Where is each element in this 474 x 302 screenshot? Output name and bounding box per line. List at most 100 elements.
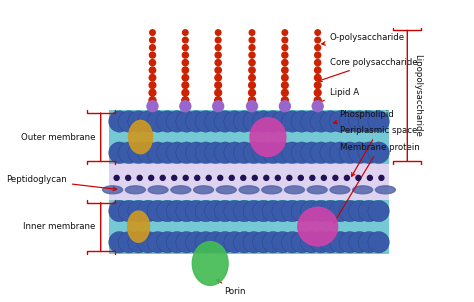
Circle shape [214, 142, 236, 163]
Circle shape [128, 200, 149, 222]
Circle shape [243, 111, 264, 132]
Circle shape [243, 232, 264, 253]
Circle shape [147, 142, 169, 163]
Ellipse shape [353, 186, 373, 194]
Circle shape [234, 200, 255, 222]
Circle shape [358, 142, 380, 163]
Circle shape [249, 59, 255, 66]
Circle shape [282, 67, 288, 73]
Circle shape [224, 200, 246, 222]
Circle shape [150, 30, 155, 35]
Circle shape [349, 142, 370, 163]
Circle shape [249, 82, 255, 88]
Circle shape [349, 232, 370, 253]
Ellipse shape [128, 120, 153, 154]
Text: Periplasmic space: Periplasmic space [339, 126, 417, 176]
Circle shape [249, 37, 255, 43]
Circle shape [367, 175, 373, 180]
Circle shape [182, 52, 188, 58]
Circle shape [312, 101, 323, 112]
Circle shape [176, 232, 197, 253]
Circle shape [182, 82, 189, 88]
Circle shape [315, 30, 320, 35]
Ellipse shape [298, 207, 337, 246]
Text: O-polysaccharide: O-polysaccharide [322, 33, 405, 45]
Circle shape [149, 74, 156, 81]
Circle shape [291, 111, 312, 132]
Circle shape [272, 142, 293, 163]
Circle shape [358, 232, 380, 253]
Circle shape [298, 175, 303, 180]
Circle shape [315, 59, 321, 66]
Circle shape [291, 232, 312, 253]
Circle shape [149, 67, 155, 73]
Ellipse shape [250, 118, 286, 156]
Circle shape [356, 175, 361, 180]
Circle shape [339, 200, 361, 222]
Circle shape [345, 175, 349, 180]
Circle shape [149, 45, 155, 50]
Circle shape [314, 82, 321, 88]
Bar [109, 110, 389, 164]
Circle shape [109, 142, 130, 163]
Circle shape [339, 232, 361, 253]
Circle shape [329, 200, 351, 222]
Circle shape [205, 142, 226, 163]
Circle shape [234, 111, 255, 132]
Text: Peptidoglycan: Peptidoglycan [6, 175, 117, 191]
Ellipse shape [126, 186, 146, 194]
Circle shape [368, 142, 389, 163]
Circle shape [182, 59, 188, 66]
Circle shape [358, 200, 380, 222]
Circle shape [358, 111, 380, 132]
Circle shape [214, 232, 236, 253]
Circle shape [195, 232, 217, 253]
Circle shape [333, 175, 338, 180]
Circle shape [185, 142, 207, 163]
Circle shape [320, 111, 341, 132]
Circle shape [185, 200, 207, 222]
Circle shape [166, 200, 188, 222]
Circle shape [310, 142, 332, 163]
Ellipse shape [148, 186, 168, 194]
Circle shape [215, 52, 221, 58]
Circle shape [224, 142, 246, 163]
Circle shape [272, 200, 293, 222]
Circle shape [149, 175, 154, 180]
Circle shape [149, 59, 155, 66]
Circle shape [349, 111, 370, 132]
Circle shape [160, 175, 165, 180]
Circle shape [147, 232, 169, 253]
Circle shape [329, 142, 351, 163]
Circle shape [291, 142, 312, 163]
Circle shape [241, 175, 246, 180]
Circle shape [282, 45, 288, 50]
Circle shape [215, 82, 221, 88]
Text: Lipopolysaccharide: Lipopolysaccharide [413, 54, 422, 137]
Ellipse shape [216, 186, 236, 194]
Text: Core polysaccharide: Core polysaccharide [319, 58, 417, 82]
Circle shape [157, 232, 178, 253]
Circle shape [315, 67, 321, 73]
Circle shape [282, 232, 303, 253]
Circle shape [301, 142, 322, 163]
Circle shape [182, 89, 189, 96]
Circle shape [195, 142, 217, 163]
Circle shape [182, 45, 188, 50]
Ellipse shape [171, 186, 191, 194]
Circle shape [128, 111, 149, 132]
Circle shape [229, 175, 234, 180]
Circle shape [310, 175, 315, 180]
Circle shape [166, 111, 188, 132]
Circle shape [137, 232, 159, 253]
Text: Membrane protein: Membrane protein [334, 143, 419, 223]
Circle shape [182, 37, 188, 43]
Circle shape [176, 142, 197, 163]
Circle shape [128, 142, 149, 163]
Circle shape [246, 101, 257, 112]
Circle shape [185, 232, 207, 253]
Circle shape [310, 232, 332, 253]
Circle shape [314, 89, 321, 96]
Ellipse shape [284, 186, 304, 194]
Circle shape [215, 74, 221, 81]
